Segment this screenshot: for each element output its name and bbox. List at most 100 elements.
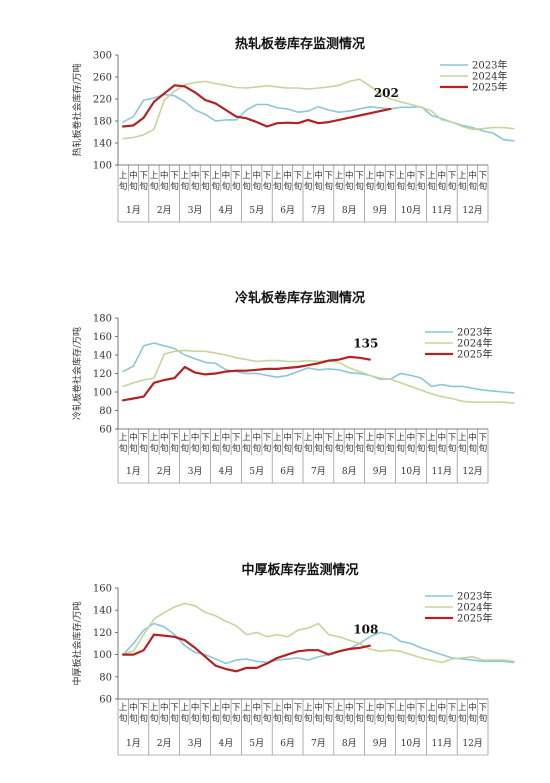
x-month-label: 1月 <box>126 466 141 477</box>
x-sub-label: 下 <box>139 171 148 181</box>
x-sub-label: 旬 <box>345 443 354 454</box>
x-sub-label: 下 <box>294 703 303 713</box>
x-sub-label: 旬 <box>407 713 416 724</box>
x-sub-label: 旬 <box>324 443 333 454</box>
x-sub-label: 旬 <box>160 713 169 724</box>
y-tick-label: 120 <box>93 628 112 639</box>
x-sub-label: 旬 <box>345 713 354 724</box>
legend-label: 2024年 <box>457 337 492 350</box>
x-month-label: 10月 <box>401 466 421 477</box>
x-month-label: 11月 <box>432 205 452 216</box>
x-month-label: 9月 <box>373 738 388 749</box>
y-tick-label: 160 <box>93 584 112 595</box>
x-sub-label: 上 <box>119 433 128 443</box>
x-sub-label: 中 <box>191 170 200 181</box>
series-line-2023 <box>122 622 515 665</box>
x-sub-label: 旬 <box>355 713 364 724</box>
x-month-label: 6月 <box>280 466 295 477</box>
x-month-label: 5月 <box>249 205 264 216</box>
x-sub-label: 下 <box>324 433 333 443</box>
x-sub-label: 旬 <box>417 713 426 724</box>
data-annotation: 108 <box>353 623 378 637</box>
x-sub-label: 旬 <box>355 443 364 454</box>
x-sub-label: 中 <box>252 432 261 443</box>
x-month-label: 6月 <box>280 205 295 216</box>
x-sub-label: 下 <box>479 433 488 443</box>
x-sub-label: 下 <box>386 171 395 181</box>
x-sub-label: 旬 <box>222 181 231 192</box>
series-line-2023 <box>122 93 515 142</box>
x-sub-label: 上 <box>366 703 375 713</box>
x-sub-label: 上 <box>335 171 344 181</box>
x-month-label: 7月 <box>311 205 326 216</box>
x-sub-label: 下 <box>417 703 426 713</box>
x-sub-label: 下 <box>479 171 488 181</box>
x-sub-label: 旬 <box>386 713 395 724</box>
x-sub-label: 旬 <box>458 181 467 192</box>
x-sub-label: 上 <box>242 433 251 443</box>
x-sub-label: 中 <box>160 432 169 443</box>
x-month-label: 7月 <box>311 738 326 749</box>
x-sub-label: 旬 <box>139 443 148 454</box>
x-sub-label: 中 <box>129 702 138 713</box>
x-sub-label: 旬 <box>201 181 210 192</box>
x-month-label: 9月 <box>373 466 388 477</box>
x-sub-label: 上 <box>427 433 436 443</box>
x-sub-label: 旬 <box>181 181 190 192</box>
x-sub-label: 下 <box>232 171 241 181</box>
x-sub-label: 旬 <box>314 181 323 192</box>
x-sub-label: 上 <box>181 433 190 443</box>
x-sub-label: 上 <box>119 171 128 181</box>
x-sub-label: 下 <box>294 433 303 443</box>
x-sub-label: 中 <box>437 432 446 443</box>
x-sub-label: 旬 <box>263 713 272 724</box>
y-tick-label: 80 <box>99 406 112 417</box>
x-sub-label: 上 <box>304 703 313 713</box>
y-tick-label: 140 <box>93 139 112 150</box>
x-sub-label: 上 <box>304 433 313 443</box>
y-axis-label: 热轧板卷社会库存/万吨 <box>71 63 83 156</box>
x-sub-label: 下 <box>201 171 210 181</box>
legend-label: 2025年 <box>472 81 507 94</box>
x-sub-label: 下 <box>448 171 457 181</box>
x-sub-label: 旬 <box>139 713 148 724</box>
x-sub-label: 上 <box>366 433 375 443</box>
x-sub-label: 旬 <box>366 181 375 192</box>
y-tick-label: 220 <box>93 95 112 106</box>
x-sub-label: 上 <box>273 433 282 443</box>
x-sub-label: 下 <box>355 703 364 713</box>
x-sub-label: 下 <box>170 171 179 181</box>
x-sub-label: 中 <box>407 432 416 443</box>
x-sub-label: 上 <box>273 703 282 713</box>
x-sub-label: 旬 <box>242 181 251 192</box>
x-month-label: 2月 <box>157 205 172 216</box>
x-month-label: 3月 <box>188 466 203 477</box>
y-tick-label: 60 <box>99 695 112 706</box>
x-sub-label: 旬 <box>129 713 138 724</box>
x-sub-label: 旬 <box>458 443 467 454</box>
x-sub-label: 旬 <box>458 713 467 724</box>
legend-label: 2023年 <box>457 326 492 339</box>
x-sub-label: 下 <box>324 171 333 181</box>
x-sub-label: 下 <box>263 433 272 443</box>
x-sub-label: 上 <box>458 703 467 713</box>
x-month-label: 12月 <box>462 738 482 749</box>
x-sub-label: 旬 <box>283 713 292 724</box>
x-sub-label: 上 <box>427 171 436 181</box>
x-sub-label: 上 <box>150 433 159 443</box>
x-month-label: 2月 <box>157 466 172 477</box>
x-sub-label: 旬 <box>252 713 261 724</box>
x-sub-label: 中 <box>437 702 446 713</box>
data-annotation: 202 <box>374 86 399 100</box>
x-sub-label: 旬 <box>448 181 457 192</box>
x-sub-label: 旬 <box>396 443 405 454</box>
x-sub-label: 上 <box>150 171 159 181</box>
x-sub-label: 旬 <box>324 181 333 192</box>
x-sub-label: 下 <box>386 703 395 713</box>
hot-rolled-chart: 热轧板卷库存监测情况 100 140 180 220 260 300 热轧板卷社会库存/万吨上… <box>71 36 515 223</box>
x-month-label: 1月 <box>126 738 141 749</box>
chart-title: 中厚板库存监测情况 <box>241 562 358 578</box>
x-month-label: 1月 <box>126 205 141 216</box>
y-tick-label: 120 <box>93 369 112 380</box>
x-sub-label: 上 <box>273 171 282 181</box>
